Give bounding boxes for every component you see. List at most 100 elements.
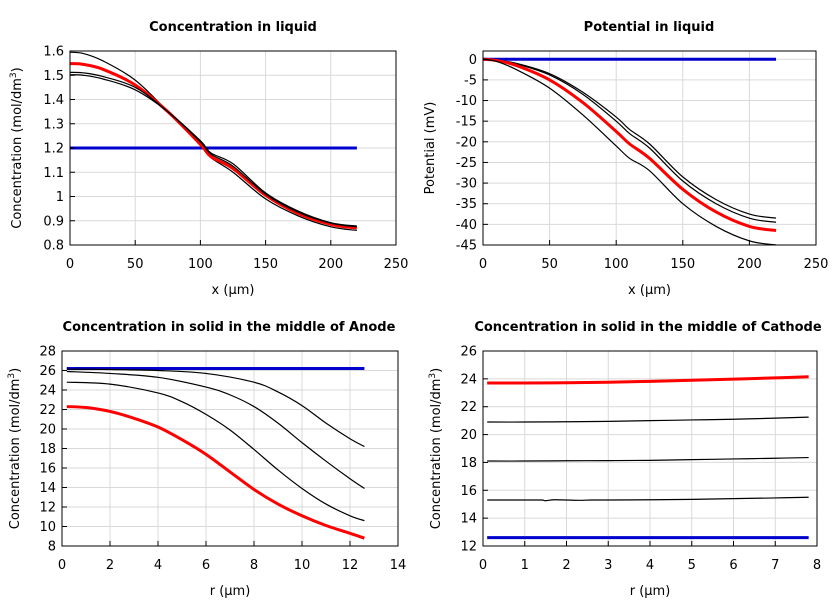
y-tick-label: 0.8 bbox=[43, 239, 64, 254]
x-tick-label: 0 bbox=[479, 257, 487, 272]
y-tick-label: 0 bbox=[469, 53, 477, 68]
y-tick-label: 20 bbox=[39, 423, 56, 438]
chart-panel-1: 0 50 100 150 200 250 0.8 0.9 1 1.1 1.2 1.3 1.4 1.5 1.6… bbox=[9, 20, 408, 298]
x-tick-label: 12 bbox=[342, 558, 359, 573]
y-tick-label: 8 bbox=[48, 540, 56, 555]
series-line-2 bbox=[482, 58, 777, 219]
x-tick-label: 3 bbox=[604, 558, 612, 573]
y-tick-label: -10 bbox=[456, 94, 477, 109]
x-tick-label: 14 bbox=[390, 558, 407, 573]
y-tick-label: -20 bbox=[456, 135, 477, 150]
y-tick-label: -25 bbox=[456, 156, 477, 171]
series-line-5 bbox=[482, 58, 777, 246]
y-tick-label: 0.9 bbox=[43, 214, 64, 229]
y-tick-label: -5 bbox=[464, 73, 477, 88]
y-tick-label: 20 bbox=[460, 428, 477, 443]
x-tick-label: 6 bbox=[729, 558, 737, 573]
x-tick-label: 4 bbox=[154, 558, 162, 573]
x-tick-label: 200 bbox=[318, 257, 343, 272]
series-line-4 bbox=[69, 71, 357, 228]
x-tick-label: 50 bbox=[541, 257, 558, 272]
y-tick-label: 10 bbox=[39, 520, 56, 535]
chart-title: Concentration in solid in the middle of … bbox=[63, 320, 396, 335]
y-axis-label: Concentration (mol/dm3) bbox=[9, 67, 25, 229]
y-tick-label: 14 bbox=[39, 481, 56, 496]
y-tick-label: 16 bbox=[460, 484, 477, 499]
series-line-3 bbox=[66, 370, 365, 489]
x-tick-label: 250 bbox=[804, 257, 829, 272]
x-axis-label: x (µm) bbox=[628, 283, 671, 298]
series-line-3 bbox=[482, 58, 777, 223]
y-tick-label: -40 bbox=[456, 218, 477, 233]
x-tick-label: 10 bbox=[294, 558, 311, 573]
y-tick-label: 22 bbox=[460, 400, 477, 415]
x-tick-label: 250 bbox=[384, 257, 409, 272]
series-line-3 bbox=[69, 62, 358, 230]
chart-title: Concentration in liquid bbox=[149, 20, 317, 35]
y-tick-label: 26 bbox=[460, 345, 477, 360]
y-tick-label: 1.4 bbox=[43, 93, 64, 108]
series-line-3 bbox=[487, 456, 809, 462]
x-tick-label: 8 bbox=[250, 558, 258, 573]
x-tick-label: 100 bbox=[188, 257, 213, 272]
y-tick-label: 22 bbox=[39, 403, 56, 418]
x-axis-label: x (µm) bbox=[212, 283, 255, 298]
x-tick-label: 1 bbox=[521, 558, 529, 573]
y-tick-label: -35 bbox=[456, 197, 477, 212]
y-tick-label: 12 bbox=[460, 540, 477, 555]
chart-title: Potential in liquid bbox=[584, 20, 715, 35]
x-tick-label: 0 bbox=[479, 558, 487, 573]
y-tick-label: 26 bbox=[39, 364, 56, 379]
x-tick-label: 2 bbox=[562, 558, 570, 573]
x-axis-label: r (µm) bbox=[630, 584, 671, 599]
y-tick-label: -30 bbox=[456, 177, 477, 192]
x-tick-label: 0 bbox=[66, 257, 74, 272]
y-axis-label: Concentration (mol/dm3) bbox=[7, 368, 23, 530]
x-tick-label: 2 bbox=[106, 558, 114, 573]
y-tick-label: 24 bbox=[460, 372, 477, 387]
x-tick-label: 4 bbox=[646, 558, 654, 573]
y-tick-label: -15 bbox=[456, 115, 477, 130]
x-tick-label: 0 bbox=[58, 558, 66, 573]
y-tick-label: 1.1 bbox=[43, 166, 64, 181]
x-tick-label: 150 bbox=[670, 257, 695, 272]
y-tick-label: 1.5 bbox=[43, 69, 64, 84]
series-line-2 bbox=[66, 368, 365, 448]
x-tick-label: 8 bbox=[813, 558, 821, 573]
series-line-4 bbox=[66, 381, 365, 522]
y-tick-label: -45 bbox=[456, 239, 477, 254]
y-tick-label: 16 bbox=[39, 462, 56, 477]
series-line-4 bbox=[487, 416, 809, 423]
x-tick-label: 150 bbox=[253, 257, 278, 272]
y-tick-label: 1.2 bbox=[43, 142, 64, 157]
x-tick-label: 6 bbox=[202, 558, 210, 573]
series-line-5 bbox=[487, 375, 809, 385]
y-tick-label: 24 bbox=[39, 384, 56, 399]
y-tick-label: 18 bbox=[460, 456, 477, 471]
series-line-2 bbox=[487, 496, 809, 502]
x-tick-label: 7 bbox=[771, 558, 779, 573]
y-tick-label: 1 bbox=[56, 190, 64, 205]
plot-frame bbox=[482, 50, 817, 246]
chart-panel-2: 0 50 100 150 200 250 0 -5 -10 -15 -20 -25 -30 -35 -40 -… bbox=[423, 20, 828, 298]
y-tick-label: 1.3 bbox=[43, 117, 64, 132]
y-tick-label: 28 bbox=[39, 345, 56, 360]
y-tick-label: 1.6 bbox=[43, 45, 64, 60]
y-tick-label: 14 bbox=[460, 512, 477, 527]
chart-title: Concentration in solid in the middle of … bbox=[474, 320, 822, 335]
x-tick-label: 5 bbox=[688, 558, 696, 573]
series-line-5 bbox=[69, 74, 357, 227]
y-tick-label: 18 bbox=[39, 442, 56, 457]
series-line-5 bbox=[66, 405, 365, 540]
series-line-4 bbox=[482, 57, 777, 233]
y-axis-label: Potential (mV) bbox=[423, 102, 438, 195]
y-tick-label: 12 bbox=[39, 501, 56, 516]
x-tick-label: 100 bbox=[604, 257, 629, 272]
x-tick-label: 200 bbox=[737, 257, 762, 272]
y-axis-label: Concentration (mol/dm3) bbox=[428, 368, 444, 530]
x-axis-label: r (µm) bbox=[210, 584, 251, 599]
chart-panel-3: 0 2 4 6 8 10 12 14810121416182022242628Concentr… bbox=[7, 320, 406, 599]
x-tick-label: 50 bbox=[127, 257, 144, 272]
